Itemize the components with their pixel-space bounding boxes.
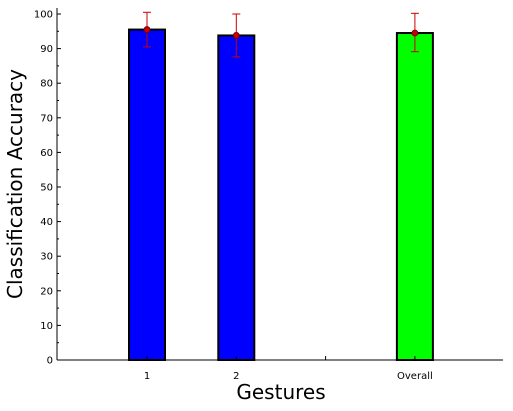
y-tick-label: 70 [40, 113, 53, 124]
y-tick-label: 100 [34, 10, 53, 21]
mean-point [143, 26, 151, 33]
mean-point [411, 29, 419, 37]
bar-1 [128, 28, 166, 361]
axes-layer: 0 10 20 30 40 50 60 70 80 90 100 1 2 Overall [34, 8, 503, 382]
x-axis-title: Gestures [236, 380, 325, 404]
bars-layer [128, 28, 434, 362]
x-tick-label: 2 [233, 371, 239, 382]
y-tick-label: 20 [40, 286, 53, 297]
y-tick-label: 90 [40, 44, 53, 55]
x-tick-label: 1 [144, 371, 150, 382]
x-tick-label: Overall [397, 371, 433, 382]
y-axis-title: Classification Accuracy [3, 69, 27, 299]
y-tick-label: 40 [40, 217, 53, 228]
bar-overall [395, 32, 434, 361]
y-tick-label: 60 [40, 148, 53, 159]
y-tick-label: 30 [40, 252, 53, 263]
y-tick-label: 50 [40, 183, 53, 194]
y-tick-label: 0 [47, 356, 53, 367]
error-bars-layer [143, 11, 419, 58]
mean-point [232, 32, 240, 39]
y-tick-label: 80 [40, 79, 53, 90]
bar-2 [217, 34, 256, 362]
y-tick-label: 10 [40, 321, 53, 332]
